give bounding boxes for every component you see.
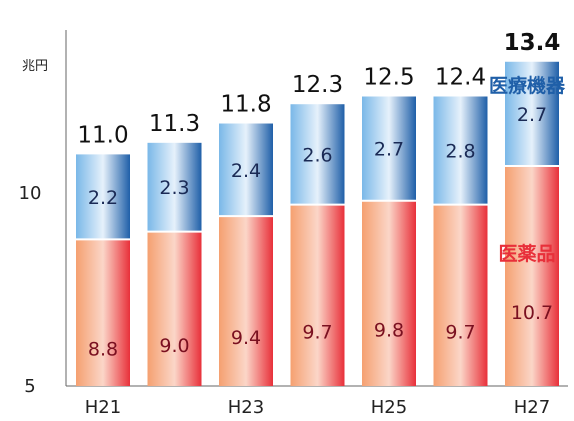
bar-medical-devices [147,142,202,232]
medical-devices-value-label: 2.2 [88,187,118,209]
bar-medical-devices [290,104,345,205]
bar-pharmaceuticals [290,204,345,386]
pharmaceuticals-value-label: 9.4 [231,327,261,349]
pharmaceuticals-value-label: 8.8 [88,339,118,361]
bar-medical-devices [76,154,130,240]
pharmaceuticals-value-label: 9.7 [445,321,475,343]
medical-devices-value-label: 2.8 [445,141,475,163]
total-value-label: 12.5 [363,65,414,91]
bar-pharmaceuticals [505,165,559,386]
bar-pharmaceuticals [76,239,130,386]
medical-devices-value-label: 2.7 [374,139,404,161]
total-value-label: 11.8 [220,92,271,118]
medical-devices-value-label: 2.4 [231,160,261,182]
medical-devices-value-label: 2.7 [517,104,547,126]
y-unit-label: 兆円 [22,59,48,74]
total-value-label: 12.3 [292,72,343,98]
bar-medical-devices [362,96,416,201]
x-tick-label: H27 [514,397,550,418]
bar-pharmaceuticals [219,216,273,386]
pharmaceuticals-value-label: 10.7 [511,302,553,324]
total-value-label: 11.3 [149,111,200,137]
total-value-label: 13.4 [504,30,561,56]
x-tick-label: H25 [371,397,407,418]
x-tick-label: H23 [228,397,264,418]
medical-devices-value-label: 2.3 [159,177,189,199]
medical-devices-value-label: 2.6 [302,144,332,166]
pharmaceuticals-value-label: 9.7 [302,321,332,343]
bar-pharmaceuticals [362,200,416,386]
bar-medical-devices [219,123,273,217]
x-tick-label: H21 [85,397,121,418]
y-tick-label: 10 [19,183,42,204]
bar-medical-devices [433,96,488,205]
series-label-medical-devices: 医療機器 [489,74,566,97]
y-tick-label: 5 [24,376,35,397]
bar-pharmaceuticals [147,231,202,386]
bar-medical-devices [505,61,559,166]
pharmaceuticals-value-label: 9.0 [159,335,189,357]
total-value-label: 11.0 [77,122,128,148]
pharmaceuticals-value-label: 9.8 [374,319,404,341]
series-label-pharmaceuticals: 医薬品 [498,242,555,265]
bar-pharmaceuticals [433,204,488,386]
total-value-label: 12.4 [435,65,486,91]
